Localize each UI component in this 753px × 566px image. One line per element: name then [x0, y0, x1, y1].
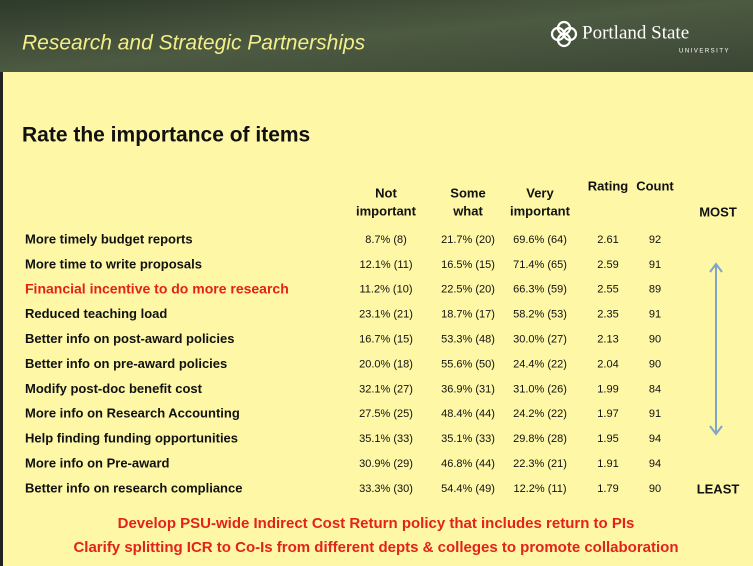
- scale-arrow: [709, 262, 723, 436]
- cell: 90: [649, 358, 661, 370]
- cell: 54.4% (49): [441, 483, 495, 495]
- cell: 24.2% (22): [513, 408, 567, 420]
- cell: 2.55: [597, 284, 618, 296]
- cell: 55.6% (50): [441, 358, 495, 370]
- cell: 1.91: [597, 458, 618, 470]
- cell: 84: [649, 383, 661, 395]
- cell: 29.8% (28): [513, 433, 567, 445]
- logo-subtext: UNIVERSITY: [679, 49, 730, 55]
- row-label: Better info on pre-award policies: [25, 356, 227, 371]
- row-label: More time to write proposals: [25, 256, 202, 271]
- cell: 91: [649, 309, 661, 321]
- cell: 8.7% (8): [365, 234, 407, 246]
- cell: 12.1% (11): [360, 259, 413, 271]
- row-label: More timely budget reports: [25, 231, 193, 246]
- cell: 22.5% (20): [441, 284, 495, 296]
- cell: 12.2% (11): [514, 483, 567, 495]
- footer-line: Develop PSU-wide Indirect Cost Return po…: [118, 515, 635, 532]
- cell: 32.1% (27): [359, 383, 413, 395]
- cell: 58.2% (53): [513, 309, 567, 321]
- logo-icon: [550, 20, 578, 48]
- cell: 24.4% (22): [513, 358, 567, 370]
- cell: 66.3% (59): [513, 284, 567, 296]
- cell: 11.2% (10): [360, 284, 413, 296]
- column-header: what: [452, 203, 483, 218]
- cell: 94: [649, 433, 661, 445]
- column-header: Not: [375, 185, 397, 200]
- cell: 2.59: [597, 259, 618, 271]
- column-header: Very: [526, 185, 554, 200]
- cell: 36.9% (31): [441, 383, 495, 395]
- row-label: Modify post-doc benefit cost: [25, 381, 203, 396]
- cell: 69.6% (64): [513, 234, 567, 246]
- heading: Rate the importance of items: [22, 124, 310, 147]
- cell: 46.8% (44): [441, 458, 495, 470]
- cell: 1.99: [597, 383, 618, 395]
- cell: 2.35: [597, 309, 618, 321]
- cell: 91: [649, 408, 661, 420]
- column-header: Rating: [588, 178, 629, 193]
- scale-bottom: LEAST: [697, 481, 740, 496]
- cell: 20.0% (18): [359, 358, 413, 370]
- cell: 2.61: [597, 234, 618, 246]
- cell: 30.9% (29): [359, 458, 413, 470]
- cell: 23.1% (21): [359, 309, 413, 321]
- cell: 18.7% (17): [441, 309, 495, 321]
- cell: 27.5% (25): [359, 408, 413, 420]
- cell: 90: [649, 483, 661, 495]
- cell: 1.95: [597, 433, 618, 445]
- cell: 35.1% (33): [441, 433, 495, 445]
- logo-text: Portland State: [582, 22, 689, 43]
- header-bar: [0, 0, 753, 72]
- column-header: Some: [450, 185, 485, 200]
- cell: 71.4% (65): [513, 259, 567, 271]
- row-label: More info on Pre-award: [25, 456, 170, 471]
- cell: 16.7% (15): [359, 334, 413, 346]
- column-header: important: [510, 203, 571, 218]
- cell: 1.79: [597, 483, 618, 495]
- cell: 92: [649, 234, 661, 246]
- cell: 48.4% (44): [441, 408, 495, 420]
- cell: 2.04: [597, 358, 618, 370]
- cell: 90: [649, 334, 661, 346]
- row-label: Better info on post-award policies: [25, 331, 234, 346]
- column-header: important: [356, 203, 417, 218]
- cell: 94: [649, 458, 661, 470]
- cell: 16.5% (15): [441, 259, 495, 271]
- cell: 1.97: [597, 408, 618, 420]
- cell: 53.3% (48): [441, 334, 495, 346]
- cell: 31.0% (26): [513, 383, 567, 395]
- header-title: Research and Strategic Partnerships: [22, 32, 366, 55]
- scale-top: MOST: [699, 204, 737, 219]
- column-header: Count: [636, 178, 674, 193]
- cell: 33.3% (30): [359, 483, 413, 495]
- cell: 2.13: [597, 334, 618, 346]
- row-label: Reduced teaching load: [25, 306, 167, 321]
- row-label: More info on Research Accounting: [25, 406, 240, 421]
- cell: 89: [649, 284, 661, 296]
- row-label: Financial incentive to do more research: [25, 281, 289, 297]
- cell: 21.7% (20): [441, 234, 495, 246]
- footer-line: Clarify splitting ICR to Co-Is from diff…: [73, 539, 678, 556]
- cell: 30.0% (27): [513, 334, 567, 346]
- cell: 35.1% (33): [359, 433, 413, 445]
- row-label: Better info on research compliance: [25, 480, 242, 495]
- cell: 91: [649, 259, 661, 271]
- cell: 22.3% (21): [513, 458, 567, 470]
- row-label: Help finding funding opportunities: [25, 431, 238, 446]
- left-border: [0, 72, 3, 566]
